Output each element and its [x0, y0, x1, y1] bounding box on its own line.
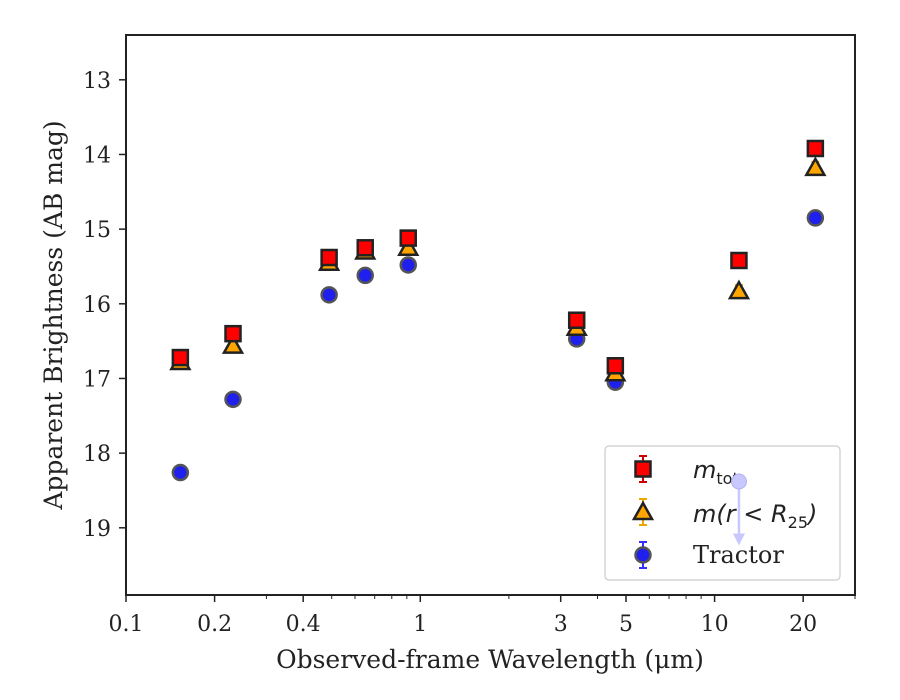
data-point-square: [606, 357, 625, 375]
data-point-square: [806, 139, 825, 158]
data-point-square: [171, 348, 190, 367]
legend-marker-circle: [634, 546, 652, 564]
legend-label-tractor: Tractor: [693, 541, 784, 569]
x-tick-label: 10: [701, 612, 729, 637]
plot-frame: [125, 34, 856, 596]
y-tick-label: 19: [83, 517, 111, 542]
data-point-circle: [399, 256, 417, 274]
data-point-circle: [320, 286, 338, 304]
x-tick-label: 0.1: [109, 612, 144, 637]
y-tick-label: 17: [83, 367, 111, 392]
upper-limit-point: [730, 473, 747, 490]
data-point-triangle: [804, 156, 827, 177]
data-point-circle: [356, 266, 374, 285]
data-point-triangle: [727, 279, 751, 300]
legend-box: [604, 445, 841, 581]
upper-limit-arrowhead: [732, 533, 745, 546]
x-tick-label: 1: [413, 612, 427, 637]
legend-label-mr25: m(r < R25): [693, 500, 817, 532]
data-point-circle: [806, 209, 825, 227]
upper-limit-overlay: [730, 473, 747, 546]
x-axis-label: Observed-frame Wavelength (μm): [276, 645, 704, 674]
data-point-circle: [171, 463, 190, 482]
data-point-square: [224, 324, 242, 343]
data-point-square: [567, 311, 586, 329]
data-point-square: [356, 239, 374, 257]
data-point-square: [320, 248, 338, 267]
y-tick-label: 14: [83, 143, 111, 168]
x-tick-label: 3: [554, 612, 568, 637]
y-axis-label: Apparent Brightness (AB mag): [39, 120, 68, 510]
data-marks: [169, 139, 827, 482]
x-tick-label: 5: [619, 612, 633, 637]
data-point-circle: [224, 390, 242, 409]
y-tick-label: 18: [83, 442, 111, 467]
legend-marker-square: [634, 460, 652, 478]
y-tick-label: 16: [83, 293, 111, 318]
x-tick-label: 0.2: [197, 612, 232, 637]
x-tick-label: 0.4: [286, 612, 321, 637]
data-point-square: [399, 229, 417, 247]
data-point-square: [730, 251, 748, 270]
legend-marker-triangle: [631, 500, 655, 521]
y-tick-label: 15: [83, 218, 111, 243]
data-point-triangle: [221, 334, 245, 354]
legend-markers: [631, 455, 655, 569]
legend: mtot m(r < R25) Tractor: [604, 445, 841, 581]
x-tick-label: 20: [789, 612, 817, 637]
y-tick-label: 13: [83, 69, 111, 94]
